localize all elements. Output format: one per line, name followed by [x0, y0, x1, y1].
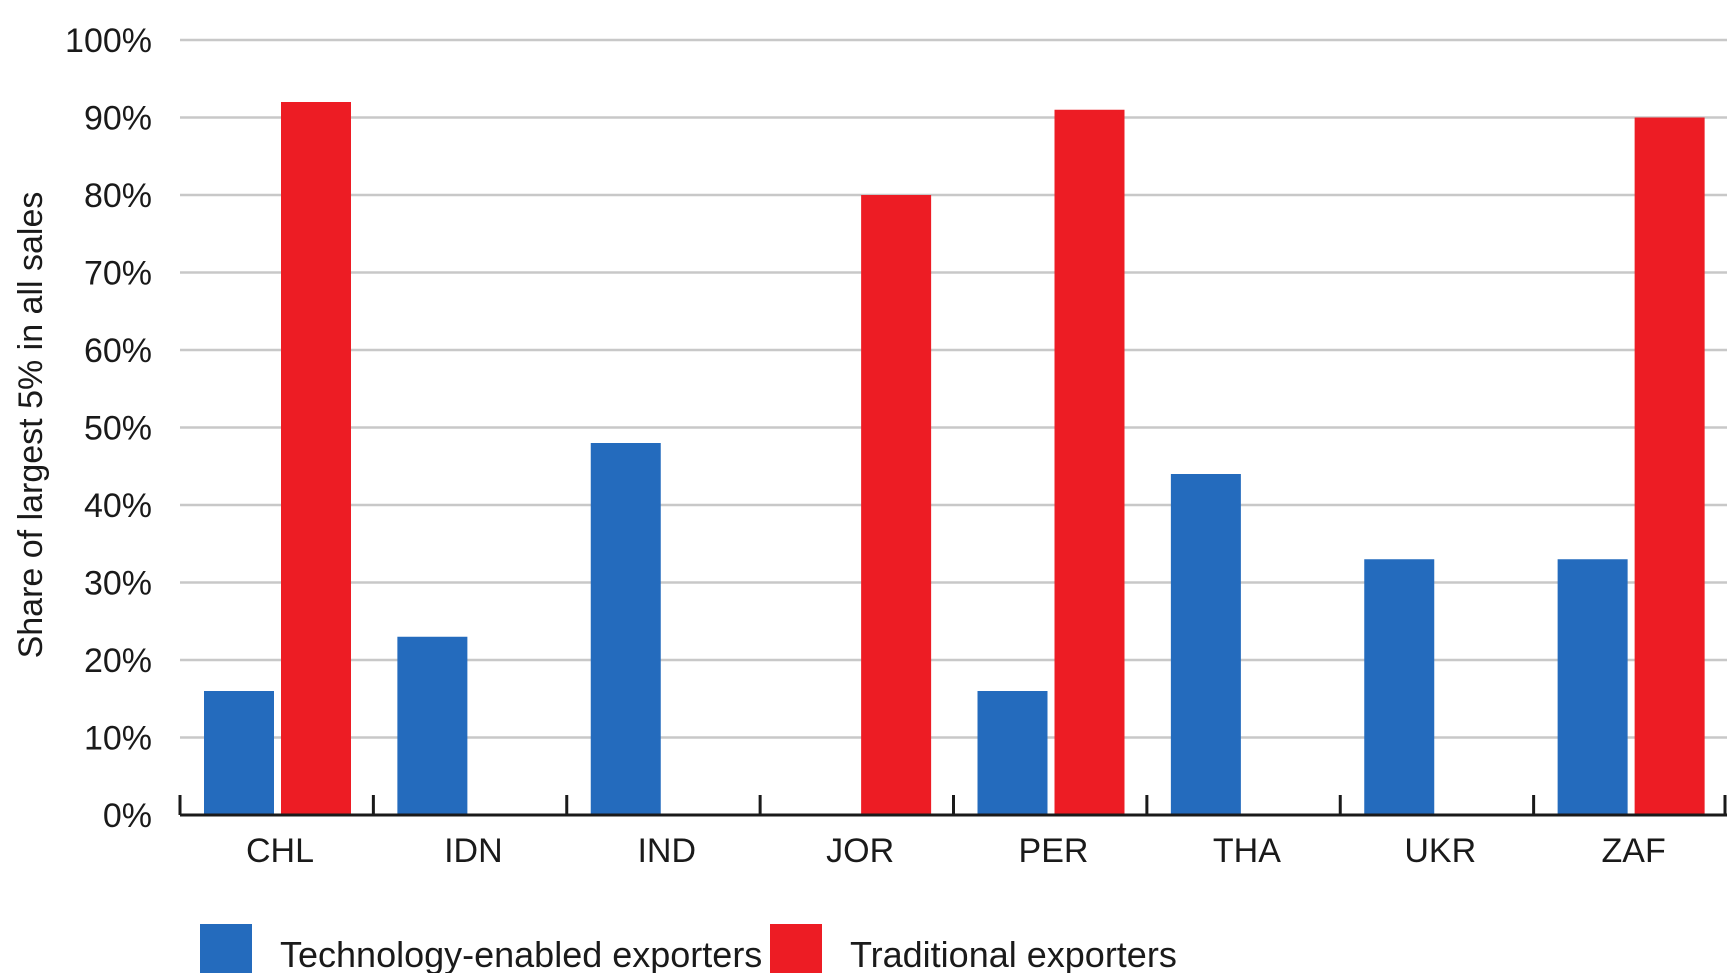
y-tick-label: 30% — [84, 565, 152, 603]
y-tick-label: 60% — [84, 332, 152, 370]
y-tick-label: 10% — [84, 720, 152, 758]
y-tick-label: 80% — [84, 177, 152, 215]
legend: Technology-enabled exporters Traditional … — [200, 924, 1177, 973]
y-tick-label: 100% — [65, 22, 152, 60]
y-tick-label: 90% — [84, 100, 152, 138]
bar-idn-series-0 — [397, 636, 468, 815]
category-label: ZAF — [1602, 832, 1666, 870]
y-tick-label: 0% — [103, 797, 152, 835]
category-label: CHL — [246, 832, 314, 870]
category-label: IDN — [444, 832, 503, 870]
y-tick-labels: 0% 10% 20% 30% 40% 50% 60% 70% 80% 90% 100% — [65, 22, 152, 835]
bar-zaf-series-0 — [1557, 559, 1628, 815]
gridlines — [180, 38, 1727, 739]
bar-zaf-series-1 — [1634, 117, 1705, 815]
bar-tha-series-0 — [1170, 474, 1241, 815]
legend-label: Technology-enabled exporters — [280, 934, 762, 973]
y-tick-label: 50% — [84, 410, 152, 448]
bars — [204, 102, 1705, 815]
category-label: PER — [1019, 832, 1089, 870]
bar-per-series-0 — [977, 691, 1048, 815]
y-tick-label: 70% — [84, 255, 152, 293]
legend-label: Traditional exporters — [850, 934, 1177, 973]
bar-chl-series-0 — [204, 691, 274, 815]
bar-ind-series-0 — [590, 443, 661, 815]
y-axis-title: Share of largest 5% in all sales — [12, 192, 50, 659]
y-tick-label: 40% — [84, 487, 152, 525]
category-labels: CHL IDN IND JOR PER THA UKR ZAF — [246, 832, 1666, 870]
category-label: THA — [1213, 832, 1281, 870]
category-label: JOR — [826, 832, 894, 870]
legend-swatch — [200, 924, 252, 973]
bar-chl-series-1 — [281, 102, 351, 815]
y-tick-label: 20% — [84, 642, 152, 680]
bar-ukr-series-0 — [1364, 559, 1435, 815]
bar-jor-series-1 — [861, 195, 932, 815]
category-label: UKR — [1404, 832, 1476, 870]
category-label: IND — [637, 832, 696, 870]
x-axis — [178, 795, 1727, 817]
bar-per-series-1 — [1054, 109, 1125, 815]
legend-swatch — [770, 924, 822, 973]
